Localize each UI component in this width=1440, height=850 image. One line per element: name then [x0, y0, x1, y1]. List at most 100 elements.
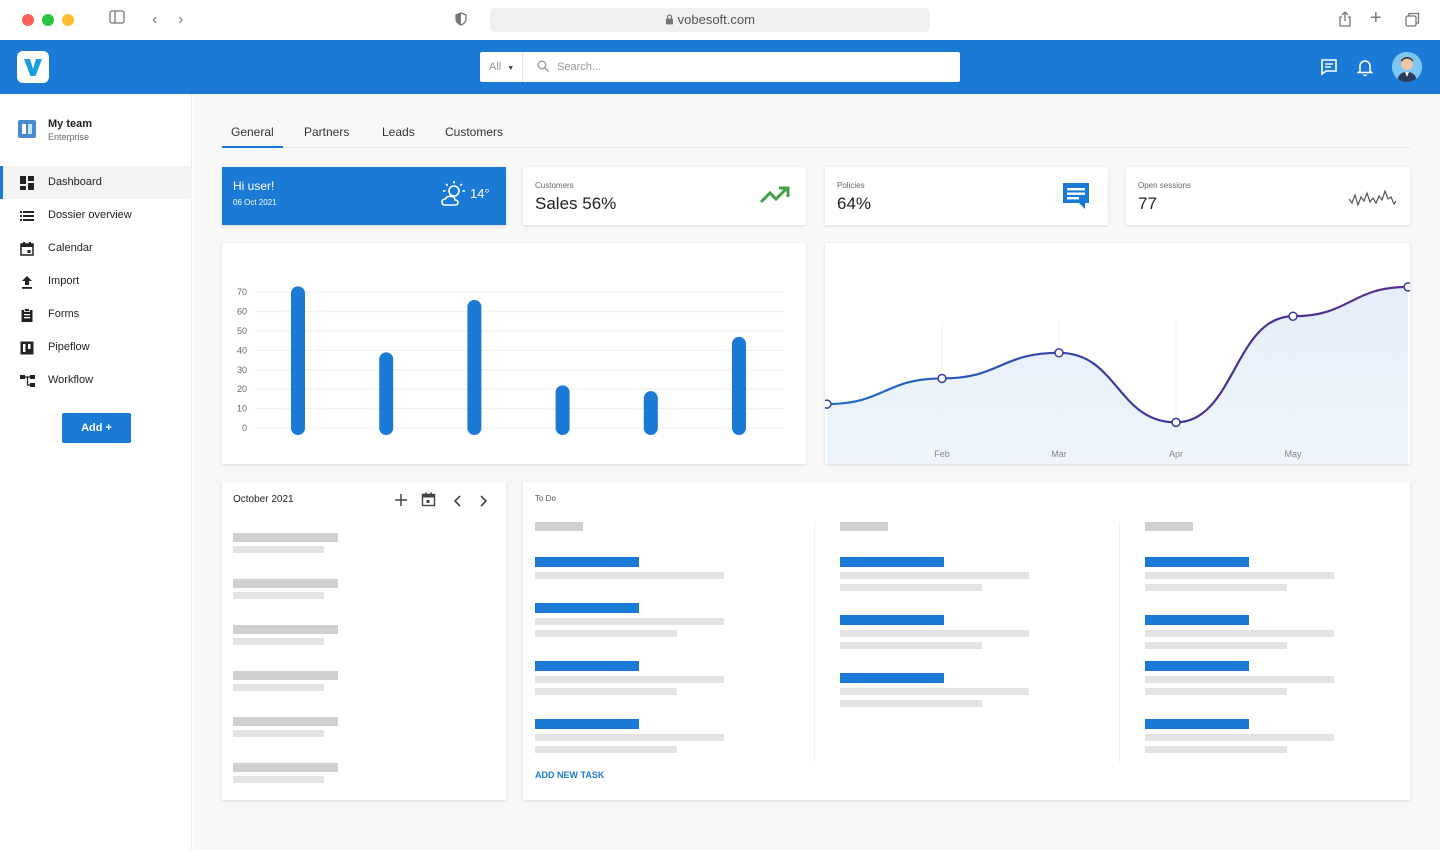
sidebar-item-label: Calendar	[48, 242, 93, 254]
y-tick-label: 50	[237, 326, 247, 336]
sidebar-item-pipeflow[interactable]: Pipeflow	[0, 331, 192, 364]
column-header-placeholder	[1145, 522, 1193, 531]
y-tick-label: 30	[237, 365, 247, 375]
sidebar-item-workflow[interactable]: Workflow	[0, 364, 192, 397]
tab-leads[interactable]: Leads	[382, 125, 415, 139]
kpi-label: Policies	[837, 181, 865, 190]
data-point[interactable]	[822, 399, 832, 409]
maximize-window-button[interactable]	[42, 14, 54, 26]
sidebar-item-label: Workflow	[48, 374, 94, 386]
search-input[interactable]: Search...	[557, 61, 602, 73]
search-filter-label: All	[489, 61, 502, 73]
sidebar-item-label: Dossier overview	[48, 209, 132, 221]
shield-icon	[455, 12, 467, 32]
kpi-card-policies[interactable]: Policies 64%	[825, 167, 1108, 225]
lock-icon	[665, 12, 678, 27]
x-tick-label: Feb	[934, 449, 950, 459]
calendar-icon	[20, 242, 34, 256]
bar[interactable]	[291, 286, 305, 435]
messages-icon[interactable]	[1318, 56, 1340, 78]
notifications-bell-icon[interactable]	[1354, 56, 1376, 78]
line-chart-card: Feb Mar Apr May	[822, 243, 1413, 464]
share-icon[interactable]	[1338, 11, 1352, 33]
add-event-icon[interactable]	[394, 493, 408, 512]
bar[interactable]	[379, 352, 394, 435]
calendar-month: October 2021	[233, 494, 294, 505]
x-tick-label: May	[1284, 449, 1302, 459]
minimize-window-button[interactable]	[62, 14, 74, 26]
kpi-card-customers[interactable]: Customers Sales 56%	[523, 167, 806, 225]
user-avatar[interactable]	[1392, 52, 1422, 82]
chat-icon	[1061, 181, 1091, 216]
add-button[interactable]: Add +	[62, 413, 131, 443]
search-icon	[537, 60, 550, 76]
bar[interactable]	[643, 391, 658, 435]
search-filter-select[interactable]: All ▼	[480, 52, 523, 82]
column-header-placeholder	[535, 522, 583, 531]
calendar-icon[interactable]	[421, 492, 436, 512]
forward-icon[interactable]: ›	[178, 11, 184, 28]
bar[interactable]	[732, 336, 746, 435]
bar-chart: 70 60 50 40 30 20 10 0	[237, 286, 784, 435]
team-plan: Enterprise	[48, 132, 90, 142]
data-point[interactable]	[1403, 282, 1413, 292]
dashboard-icon	[20, 176, 34, 190]
data-point[interactable]	[937, 373, 947, 384]
data-point[interactable]	[1171, 417, 1181, 428]
back-icon[interactable]: ‹	[152, 11, 158, 28]
address-bar[interactable]: vobesoft.com	[490, 8, 930, 32]
column-divider	[1119, 522, 1120, 762]
app-header: All ▼ Search...	[0, 40, 1440, 94]
tab-bar: General Partners Leads Customers	[222, 118, 1410, 148]
clipboard-icon	[20, 308, 34, 322]
tab-general[interactable]: General	[222, 125, 283, 148]
workflow-icon	[20, 374, 35, 388]
bar-chart-card: 70 60 50 40 30 20 10 0	[222, 243, 806, 464]
next-month-icon[interactable]	[478, 494, 488, 512]
tabs-overview-icon[interactable]	[1405, 12, 1420, 33]
kpi-label: Customers	[535, 181, 574, 190]
browser-chrome: ‹ › vobesoft.com +	[0, 0, 1440, 40]
sidebar-toggle-icon[interactable]	[109, 10, 125, 30]
y-tick-label: 40	[237, 345, 247, 355]
kanban-icon	[20, 341, 34, 355]
sidebar-item-calendar[interactable]: Calendar	[0, 232, 192, 265]
y-tick-label: 0	[242, 423, 247, 433]
column-header-placeholder	[840, 522, 888, 531]
bar[interactable]	[555, 385, 570, 435]
data-point[interactable]	[1288, 311, 1298, 321]
search-bar: All ▼ Search...	[480, 52, 960, 82]
sidebar-item-label: Dashboard	[48, 176, 102, 188]
close-window-button[interactable]	[22, 14, 34, 26]
sidebar-item-import[interactable]: Import	[0, 265, 192, 298]
todo-title: To Do	[535, 494, 556, 503]
sidebar-item-forms[interactable]: Forms	[0, 298, 192, 331]
sidebar-item-dossier-overview[interactable]: Dossier overview	[0, 199, 192, 232]
sparkline-icon	[1348, 187, 1398, 214]
sidebar-item-label: Forms	[48, 308, 80, 320]
sidebar-item-dashboard[interactable]: Dashboard	[0, 166, 192, 199]
data-point[interactable]	[1054, 348, 1064, 358]
column-divider	[814, 522, 815, 762]
y-tick-label: 70	[237, 287, 247, 297]
team-logo-icon	[18, 120, 36, 143]
kpi-value: 64%	[837, 194, 872, 213]
greeting-date: 06 Oct 2021	[233, 198, 277, 207]
previous-month-icon[interactable]	[453, 494, 463, 512]
url-text: vobesoft.com	[677, 12, 755, 27]
add-new-task-link[interactable]: ADD NEW TASK	[535, 770, 605, 780]
calendar-card: October 2021	[222, 482, 506, 800]
tab-customers[interactable]: Customers	[445, 125, 504, 139]
tab-partners[interactable]: Partners	[304, 125, 350, 139]
kpi-card-open-sessions[interactable]: Open sessions 77	[1126, 167, 1410, 225]
bar[interactable]	[467, 299, 482, 435]
greeting-title: Hi user!	[233, 179, 275, 193]
sidebar-item-label: Import	[48, 275, 80, 287]
x-tick-label: Mar	[1051, 449, 1067, 459]
kpi-label: Open sessions	[1138, 181, 1191, 190]
new-tab-icon[interactable]: +	[1370, 7, 1382, 29]
temperature: 14°	[470, 186, 490, 201]
y-tick-label: 10	[237, 404, 247, 414]
caret-down-icon: ▼	[507, 65, 515, 72]
vobesoft-logo[interactable]	[17, 51, 49, 83]
